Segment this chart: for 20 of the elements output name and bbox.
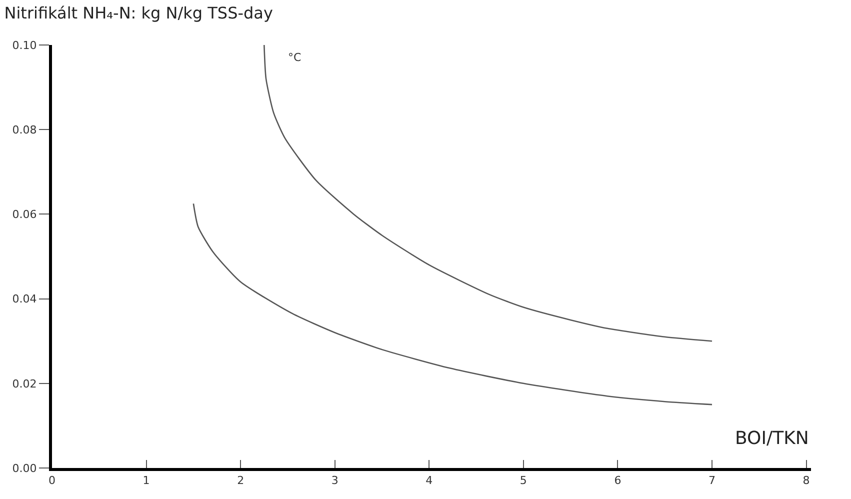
y-tick-label: 0.02 [12,377,37,390]
y-tick-label: 0.00 [12,462,37,475]
y-tick-label: 0.04 [12,292,37,306]
x-tick-label: 7 [708,474,716,488]
x-tick-label: 4 [426,474,433,488]
x-tick-label: 5 [520,474,527,488]
line-series [263,45,713,342]
chart-title: Nitrifikált NH₄-N: kg N/kg TSS-day [4,4,273,23]
y-tick-label: 0.06 [12,208,37,222]
x-tick-label: 1 [142,474,150,488]
x-axis-title: BOI/TKN [735,428,809,449]
x-tick-label: 0 [48,474,56,488]
y-tick-label: 0.08 [12,123,37,136]
line-series [192,202,713,406]
x-tick-label: 8 [802,474,810,488]
x-tick-label: 6 [614,474,622,488]
y-tick-label: 0.10 [12,38,37,52]
x-tick-label: 3 [331,474,338,488]
x-tick-label: 2 [237,474,244,488]
annotation: °C [288,51,302,64]
